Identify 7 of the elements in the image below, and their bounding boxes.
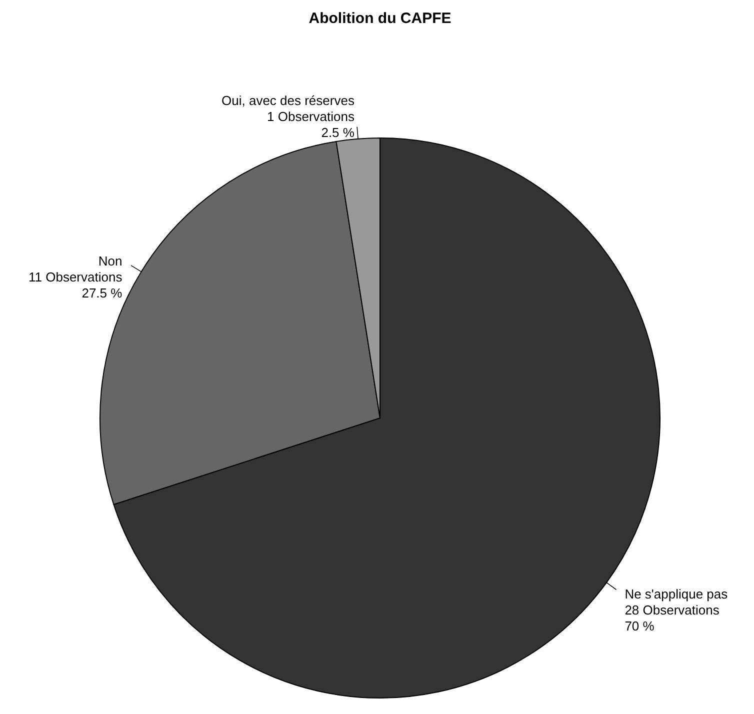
- data-label: 1 Observations 2.5 %: [267, 108, 355, 140]
- slice-label: Ne s'applique pas: [624, 586, 728, 602]
- data-label: 28 Observations 70 %: [624, 602, 720, 634]
- chart-title: Abolition du CAPFE: [308, 10, 452, 27]
- slice-label: Non: [98, 253, 122, 268]
- data-label: 11 Observations 27.5 %: [28, 269, 123, 300]
- slice-label: Oui, avec des réserves: [222, 92, 355, 108]
